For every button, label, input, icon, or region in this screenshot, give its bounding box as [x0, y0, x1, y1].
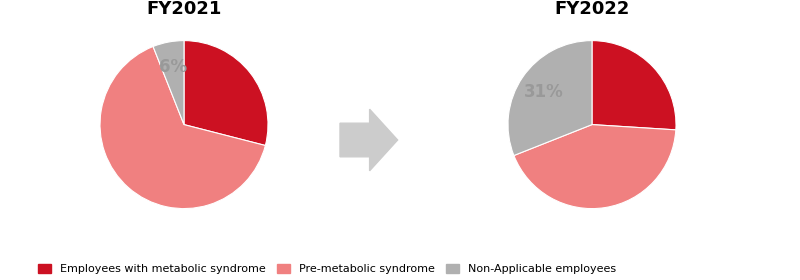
Wedge shape	[508, 41, 592, 155]
Text: 26%: 26%	[615, 75, 654, 93]
Title: FY2021: FY2021	[146, 0, 222, 18]
Text: 29%: 29%	[210, 80, 250, 97]
Text: 6%: 6%	[159, 58, 187, 76]
Legend: Employees with metabolic syndrome, Pre-metabolic syndrome, Non-Applicable employ: Employees with metabolic syndrome, Pre-m…	[38, 264, 616, 274]
Wedge shape	[184, 41, 268, 146]
Wedge shape	[514, 125, 676, 209]
Text: 31%: 31%	[523, 83, 563, 101]
Wedge shape	[153, 41, 184, 125]
Wedge shape	[100, 46, 266, 209]
Text: 65%: 65%	[126, 160, 165, 178]
Wedge shape	[592, 41, 676, 130]
Text: 43%: 43%	[582, 174, 621, 192]
FancyArrow shape	[340, 109, 398, 171]
Title: FY2022: FY2022	[554, 0, 630, 18]
